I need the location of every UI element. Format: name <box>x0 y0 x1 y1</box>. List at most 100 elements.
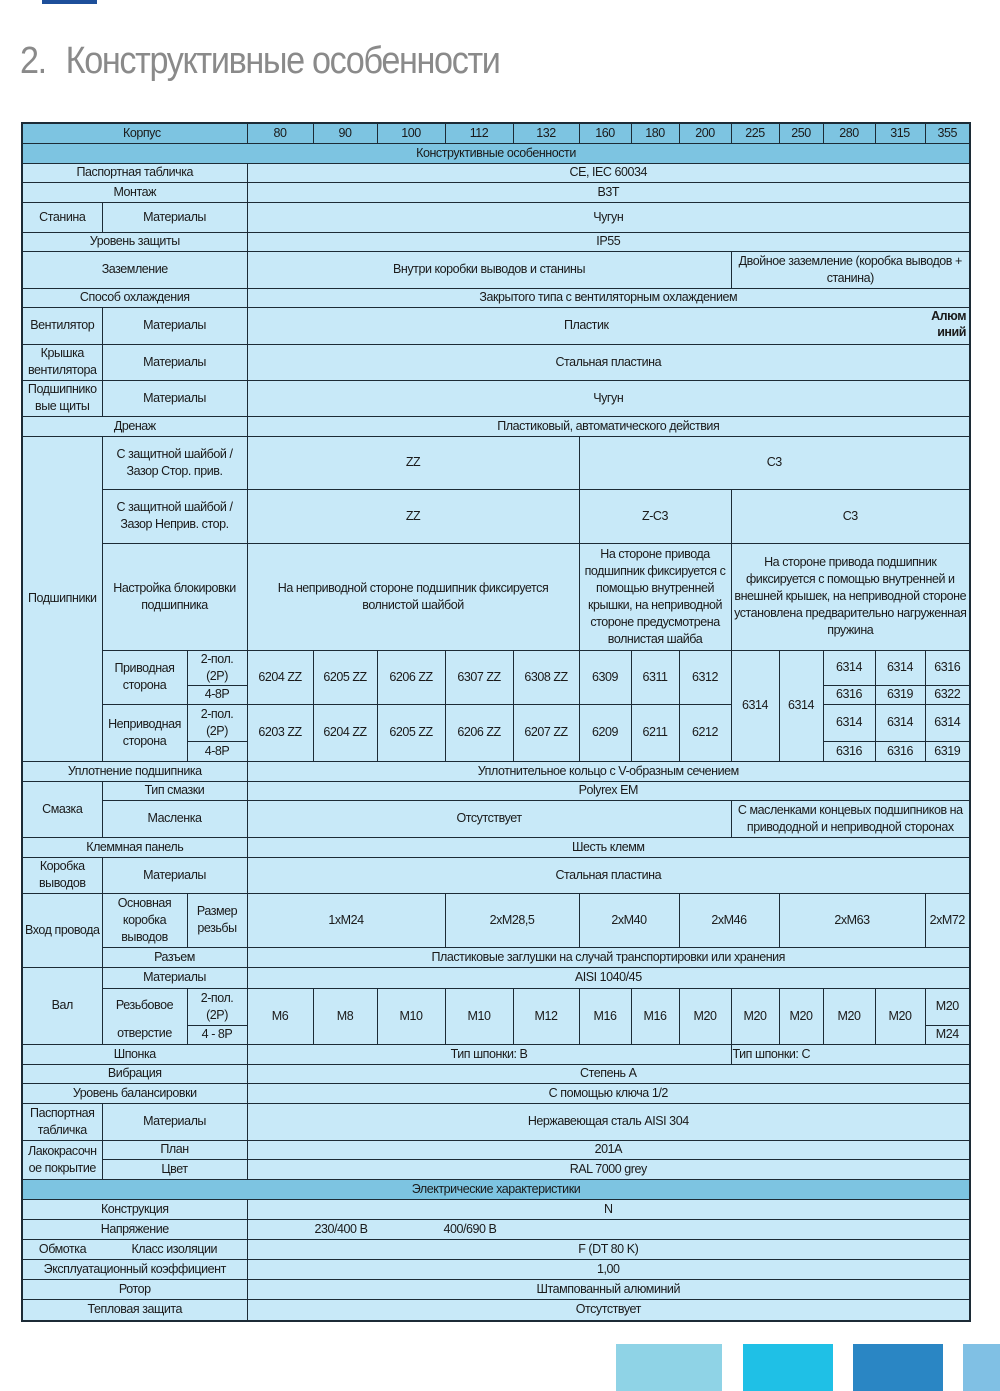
row-sublabel: С защитной шайбой / Зазор Неприв. стор. <box>101 488 248 544</box>
bearing-cell: 6209 <box>578 703 632 762</box>
size: 225 <box>730 122 780 144</box>
pole-48p: 4-8P <box>186 684 248 705</box>
shaft-cell: M16 <box>578 987 632 1045</box>
shaft-cell: M16 <box>630 987 680 1045</box>
hole-label-top: Резьбовое <box>115 997 174 1012</box>
row-sublabel: Материалы <box>101 306 248 345</box>
row-label: Подшипнико вые щиты <box>21 379 103 417</box>
row-value: Тип шпонки: C <box>730 1043 971 1065</box>
row-value: Стальная пластина <box>246 856 971 894</box>
decor-square <box>616 1344 722 1391</box>
bearing-cell: 6308 ZZ <box>512 649 580 705</box>
size: 90 <box>312 122 378 144</box>
shaft-cell: M10 <box>444 987 514 1045</box>
row-value: ZZ <box>246 435 580 490</box>
row-label: Вибрация <box>21 1063 248 1084</box>
bearing-cell: 6207 ZZ <box>512 703 580 762</box>
row-value: AISI 1040/45 <box>246 966 971 989</box>
bearing-cell: 6314 <box>778 649 824 762</box>
row-value: Отсутствует <box>246 799 732 838</box>
bearings-label: Подшипники <box>21 435 103 762</box>
row-value: Нержавеющая сталь AISI 304 <box>246 1102 971 1141</box>
section-design: Конструктивные особенности <box>21 142 971 164</box>
bearing-cell: 6212 <box>678 703 732 762</box>
shaft-cell: M20 <box>874 987 926 1045</box>
shaft-cell: M20 <box>678 987 732 1045</box>
size: 112 <box>444 122 514 144</box>
bearing-cell: 6314 <box>874 703 926 742</box>
bearing-cell: 6205 ZZ <box>312 649 378 705</box>
bearing-cell: 6316 <box>822 740 876 762</box>
bearing-cell: 6203 ZZ <box>246 703 314 762</box>
row-sublabel: Материалы <box>101 856 248 894</box>
shaft-cell: M8 <box>312 987 378 1045</box>
bearing-cell: 6206 ZZ <box>376 649 446 705</box>
row-sublabel: План <box>101 1139 248 1160</box>
row-sublabel: С защитной шайбой / Зазор Стор. прив. <box>101 435 248 490</box>
row-value: Чугун <box>246 379 971 417</box>
row-sublabel: Тип смазки <box>101 780 248 801</box>
row-sublabel: Размер резьбы <box>186 892 248 948</box>
row-sublabel: Цвет <box>101 1158 248 1180</box>
row-value: На неприводной стороне подшипник фиксиру… <box>246 542 580 651</box>
row-label: Ротор <box>21 1278 248 1300</box>
bearing-cell: 6314 <box>924 703 971 742</box>
voltage-1: 230/400 B <box>314 1221 368 1236</box>
row-value: F (DT 80 K) <box>246 1238 971 1260</box>
row-sublabel: Материалы <box>101 966 248 989</box>
bearing-cell: 6309 <box>578 649 632 705</box>
row-label: Уровень защиты <box>21 231 248 252</box>
row-label: Конструкция <box>21 1198 248 1220</box>
row-label: Напряжение <box>21 1218 248 1240</box>
row-value: Двойное заземление (коробка выводов + ст… <box>730 250 971 289</box>
size: 280 <box>822 122 876 144</box>
row-value: 201A <box>246 1139 971 1160</box>
row-sublabel: Материалы <box>101 379 248 417</box>
row-value: Штампованный алюминий <box>246 1278 971 1300</box>
row-label: Способ охлаждения <box>21 287 248 308</box>
shaft-cell: M20 <box>730 987 780 1045</box>
row-value: Внутри коробки выводов и станины <box>246 250 732 289</box>
bearing-cell: 6205 ZZ <box>376 703 446 762</box>
row-sublabel: Резьбовое отверстие <box>101 987 188 1045</box>
row-label: Обмотка <box>21 1238 102 1260</box>
row-value: Пластик <box>246 306 926 345</box>
pole-48p: 4-8P <box>186 740 248 762</box>
section-title: Конструктивные особенности <box>65 40 501 82</box>
row-label: Уровень балансировки <box>21 1082 248 1104</box>
size: 355 <box>924 122 971 144</box>
row-value: Polyrex EM <box>246 780 971 801</box>
thread-cell: 2xM72 <box>924 892 971 948</box>
hole-label-bottom: отверстие <box>117 1025 172 1040</box>
row-sublabel: Настройка блокировки подшипника <box>101 542 248 651</box>
row-value: Z-C3 <box>578 488 732 544</box>
bearing-cell: 6314 <box>822 649 876 686</box>
nondrive-side-label: Неприводная сторона <box>101 703 188 762</box>
size: 180 <box>630 122 680 144</box>
row-label: Вал <box>21 966 103 1045</box>
voltage-2: 400/690 B <box>443 1221 497 1236</box>
row-value: Уплотнительное кольцо с V-образным сечен… <box>246 760 971 782</box>
row-label: Тепловая защита <box>21 1298 248 1322</box>
row-label: Заземление <box>21 250 248 289</box>
row-label: Клеммная панель <box>21 836 248 858</box>
row-value: На стороне привода подшипник фиксируется… <box>578 542 732 651</box>
section-number: 2. <box>20 40 47 82</box>
row-value: Отсутствует <box>246 1298 971 1322</box>
bearing-cell: 6316 <box>822 684 876 705</box>
row-value: На стороне привода подшипник фиксируется… <box>730 542 971 651</box>
row-value: Чугун <box>246 201 971 233</box>
row-value: С масленками концевых подшипников на при… <box>730 799 971 838</box>
row-label: Эксплуатационный коэффициент <box>21 1258 248 1280</box>
corpus-label: Корпус <box>21 122 248 144</box>
bearing-cell: 6319 <box>874 684 926 705</box>
row-value: RAL 7000 grey <box>246 1158 971 1180</box>
size: 250 <box>778 122 824 144</box>
row-value: Закрытого типа с вентиляторным охлаждени… <box>246 287 971 308</box>
row-label: Дренаж <box>21 415 248 437</box>
row-value: С помощью ключа 1/2 <box>246 1082 971 1104</box>
row-value: IP55 <box>246 231 971 252</box>
row-value-last: Алюм иний <box>925 306 971 345</box>
bearing-cell: 6314 <box>822 703 876 742</box>
row-value: N <box>246 1198 971 1220</box>
